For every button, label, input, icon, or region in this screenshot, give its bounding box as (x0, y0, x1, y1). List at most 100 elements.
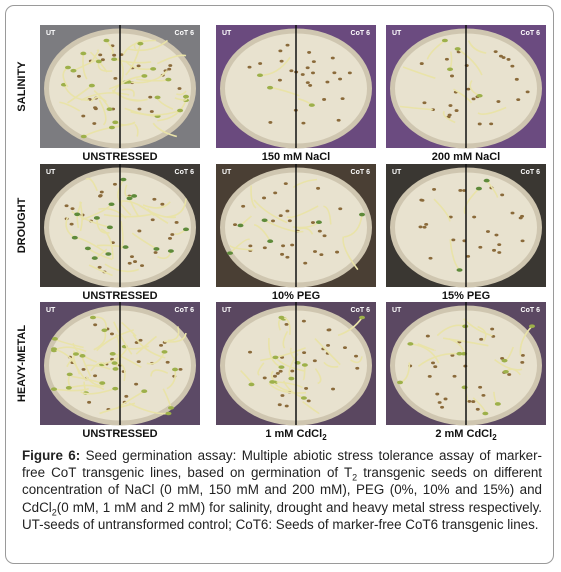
seedling (79, 201, 83, 232)
leaf (454, 47, 461, 51)
seedling (104, 263, 140, 273)
leaf (74, 212, 81, 217)
seed (301, 319, 306, 323)
seedling (146, 351, 166, 365)
leaf (105, 252, 112, 256)
seed (248, 244, 253, 248)
dish-photo: UT CoT 6 (386, 302, 546, 426)
caption-label: Figure 6: (22, 448, 81, 463)
seed (520, 239, 525, 243)
dish-tag: CoT 6 (351, 30, 371, 37)
caption-text: transgenic seeds on different concentrat… (22, 465, 542, 515)
seedling (519, 325, 533, 356)
seed (451, 238, 456, 242)
seedling (292, 178, 318, 189)
seed (497, 251, 502, 254)
leaf (79, 354, 86, 358)
seed (170, 233, 175, 236)
seedling (120, 221, 124, 250)
seed (433, 365, 438, 369)
subscript: 2 (322, 433, 327, 442)
seed (493, 50, 498, 54)
seed (136, 360, 141, 363)
leaf (267, 239, 274, 244)
caption-text: 10% PEG (272, 290, 320, 302)
seedling (253, 199, 288, 224)
leaf (397, 380, 403, 385)
leaf (137, 41, 144, 46)
leaf (51, 347, 57, 351)
seed (241, 204, 246, 208)
seed (418, 225, 423, 229)
seed (152, 197, 157, 201)
seedling (302, 364, 306, 381)
dish-tag: CoT 6 (175, 169, 195, 176)
seed (452, 374, 457, 378)
seed (338, 207, 343, 211)
seedling (122, 39, 156, 55)
leaf (112, 120, 119, 125)
panel-caption: UNSTRESSED (82, 428, 157, 440)
seed (422, 101, 427, 105)
leaf (106, 225, 113, 230)
dish-photo: UT CoT 6 (216, 302, 376, 426)
seedling (90, 96, 107, 103)
seedling (264, 219, 304, 233)
seedling (314, 368, 322, 385)
seedling (120, 200, 155, 217)
seedling (276, 381, 303, 389)
seed (496, 100, 501, 103)
seedling (100, 228, 114, 259)
seedling (98, 99, 107, 126)
seedling (253, 223, 271, 242)
seed (168, 64, 173, 67)
seedling (250, 185, 257, 209)
dish-tag: UT (222, 30, 232, 37)
dish-photo: UT CoT 6 (216, 164, 376, 288)
seed (305, 66, 310, 70)
seedling (344, 214, 363, 238)
seed (450, 353, 455, 357)
figure-frame (5, 5, 554, 564)
leaf (441, 38, 448, 43)
leaf (103, 38, 110, 43)
dish-tag: CoT 6 (351, 169, 371, 176)
seed (431, 361, 436, 365)
seedling (477, 106, 507, 115)
leaf (167, 406, 174, 410)
seed (448, 104, 453, 107)
seed (300, 73, 305, 76)
leaf (65, 386, 72, 390)
seed (127, 261, 132, 265)
seedling (457, 48, 483, 76)
caption-text: UNSTRESSED (82, 151, 157, 163)
seed (516, 98, 521, 102)
seed (69, 222, 74, 226)
seed (247, 65, 252, 69)
leaf (167, 249, 174, 253)
seed (479, 337, 484, 341)
seed (354, 354, 359, 358)
seed (440, 405, 445, 409)
seedling (323, 205, 332, 225)
seedling (112, 75, 145, 93)
seed (140, 264, 145, 267)
seed (317, 229, 322, 233)
seed (159, 343, 164, 347)
leaf (248, 382, 255, 387)
caption-text: 2 mM CdCl (435, 428, 492, 440)
seedling (59, 101, 81, 112)
seed (319, 253, 324, 257)
seedling (486, 180, 499, 198)
seed (302, 351, 307, 355)
leaf (122, 245, 129, 249)
panel-caption: 2 mM CdCl2 (435, 428, 497, 442)
dish-photo: UT CoT 6 (386, 25, 546, 149)
seedling (53, 348, 81, 375)
dish-tag: UT (222, 307, 232, 314)
seed (355, 366, 360, 370)
row-label: DROUGHT (16, 197, 28, 253)
seed (174, 221, 179, 224)
leaf (308, 103, 315, 107)
seedling (417, 352, 460, 367)
